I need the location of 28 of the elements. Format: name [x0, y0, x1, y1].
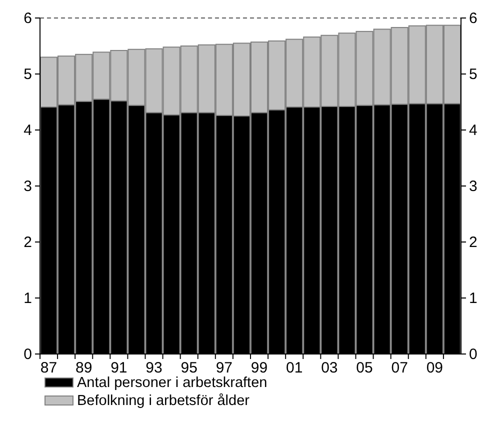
y2-tick-label: 5 — [469, 66, 478, 83]
x-tick-label: 89 — [76, 360, 92, 377]
y-tick-label: 2 — [24, 234, 32, 251]
legend-label: Antal personer i arbetskraften — [77, 375, 268, 391]
x-tick-label: 99 — [250, 360, 268, 377]
y2-tick-label: 4 — [469, 122, 478, 139]
x-tick-label: 01 — [286, 360, 303, 377]
y-tick-label: 4 — [24, 122, 32, 139]
y-tick-label: 1 — [24, 290, 32, 307]
y-tick-label: 5 — [24, 66, 32, 83]
y-tick-label: 3 — [24, 178, 32, 195]
y-tick-label: 6 — [24, 10, 32, 27]
legend-label: Befolkning i arbetsför ålder — [77, 393, 250, 409]
x-tick-label: 07 — [391, 360, 408, 377]
y-tick-label: 0 — [24, 346, 32, 363]
y2-tick-label: 1 — [469, 290, 478, 307]
x-tick-label: 09 — [426, 360, 444, 377]
x-tick-label: 87 — [40, 360, 58, 377]
y2-tick-label: 6 — [469, 10, 478, 27]
y2-tick-label: 2 — [469, 234, 478, 251]
x-tick-label: 05 — [356, 360, 373, 377]
y2-tick-label: 0 — [469, 346, 478, 363]
x-tick-label: 03 — [321, 360, 338, 377]
y2-tick-label: 3 — [469, 178, 478, 195]
x-tick-label: 93 — [146, 360, 162, 377]
x-tick-label: 95 — [180, 360, 198, 377]
x-tick-label: 97 — [216, 360, 233, 377]
x-tick-label: 91 — [110, 360, 128, 377]
